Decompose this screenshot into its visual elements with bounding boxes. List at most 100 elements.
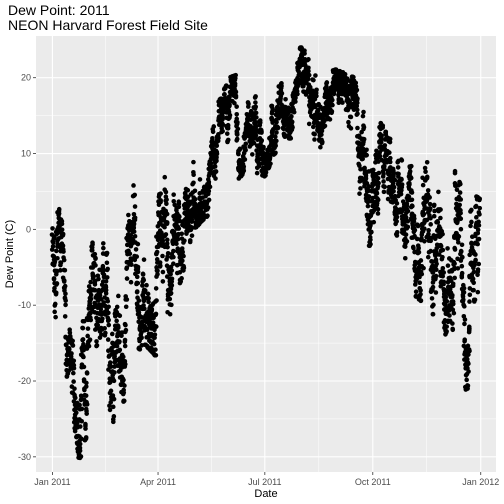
data-point: [131, 225, 136, 230]
data-point: [98, 312, 104, 317]
data-point: [145, 291, 151, 297]
data-point: [182, 191, 188, 196]
data-point: [450, 301, 456, 307]
data-point: [212, 164, 218, 169]
data-point: [171, 248, 176, 254]
data-point: [467, 252, 472, 258]
data-point: [87, 337, 93, 342]
data-point: [468, 223, 473, 229]
data-point: [117, 347, 123, 353]
data-point: [63, 302, 68, 308]
data-point: [204, 214, 210, 220]
data-point: [443, 330, 449, 335]
x-axis: Jan 2011 Apr 2011 Jul 2011 Oct 2011 Jan 2012: [34, 472, 499, 487]
data-point: [438, 207, 443, 212]
data-point: [149, 306, 154, 312]
data-point: [192, 196, 198, 202]
data-point: [466, 328, 472, 333]
y-axis-label: Dew Point (C): [4, 220, 16, 288]
data-point: [423, 169, 428, 174]
data-point: [387, 150, 392, 155]
data-point: [432, 208, 437, 214]
data-point: [158, 199, 163, 205]
data-point: [63, 291, 68, 297]
data-point: [54, 248, 59, 254]
data-point: [246, 104, 251, 109]
data-point: [430, 259, 435, 265]
data-point: [102, 325, 107, 331]
data-point: [123, 361, 128, 367]
data-point: [273, 150, 278, 156]
data-point: [455, 240, 461, 245]
data-point: [412, 227, 418, 233]
data-point: [131, 229, 137, 234]
data-point: [382, 184, 387, 190]
data-point: [466, 361, 471, 367]
data-point: [71, 365, 77, 371]
data-point: [73, 395, 78, 401]
data-point: [179, 246, 185, 251]
data-point: [402, 244, 408, 249]
data-point: [330, 97, 335, 103]
data-point: [387, 159, 393, 165]
data-point: [174, 241, 179, 246]
data-point: [56, 212, 61, 218]
x-axis-label: Date: [254, 488, 277, 500]
data-point: [375, 197, 381, 203]
data-point: [353, 88, 359, 94]
data-point: [267, 157, 273, 162]
data-point: [465, 343, 471, 349]
data-point: [354, 100, 360, 106]
data-point: [440, 254, 445, 260]
data-point: [320, 139, 325, 145]
data-point: [106, 310, 111, 316]
data-point: [160, 269, 166, 275]
data-point: [299, 54, 305, 60]
data-point: [278, 85, 284, 91]
data-point: [168, 290, 174, 296]
data-point: [307, 84, 313, 90]
data-point: [427, 195, 432, 200]
data-point: [171, 192, 176, 197]
data-point: [66, 347, 72, 352]
data-point: [466, 369, 471, 374]
data-point: [168, 286, 174, 292]
data-point: [121, 398, 126, 404]
data-point: [403, 215, 409, 220]
data-point: [158, 191, 163, 196]
data-point: [146, 299, 151, 305]
data-point: [404, 201, 410, 207]
data-point: [210, 136, 215, 141]
data-point: [404, 239, 410, 244]
data-point: [93, 263, 98, 268]
data-point: [447, 313, 452, 318]
data-point: [405, 224, 411, 230]
data-point: [434, 267, 439, 273]
data-point: [380, 123, 385, 129]
data-point: [461, 297, 466, 303]
data-point: [101, 268, 106, 273]
data-point: [460, 254, 465, 260]
data-point: [422, 238, 427, 244]
data-point: [394, 229, 400, 235]
data-point: [154, 249, 160, 255]
data-point: [471, 297, 477, 303]
data-point: [444, 299, 450, 304]
data-point: [277, 98, 283, 104]
data-point: [440, 247, 446, 253]
data-point: [214, 151, 220, 156]
data-point: [164, 237, 170, 243]
data-point: [467, 299, 472, 304]
data-point: [51, 276, 57, 281]
x-tick-label: Jan 2011: [34, 477, 70, 487]
data-point: [157, 260, 163, 265]
data-point: [418, 291, 423, 297]
data-point: [205, 187, 211, 193]
x-tick-label: Apr 2011: [140, 477, 176, 487]
data-point: [103, 291, 109, 296]
data-point: [274, 138, 279, 144]
data-point: [407, 169, 413, 174]
data-point: [459, 274, 465, 280]
data-point: [123, 322, 128, 328]
data-point: [252, 95, 258, 100]
